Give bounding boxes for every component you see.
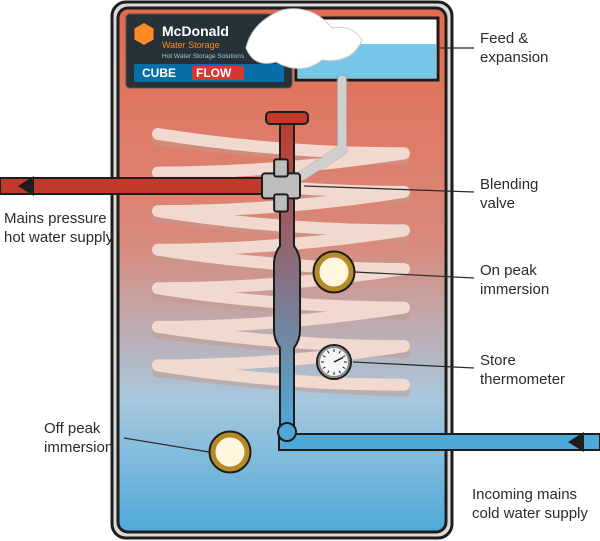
hot-out-pipe	[0, 178, 264, 194]
label-off-peak-immersion: Off peakimmersion	[44, 420, 113, 458]
label-store-thermometer: Storethermometer	[480, 352, 565, 390]
logo-line2: Water Storage	[162, 40, 220, 50]
riser-top-tee	[266, 112, 308, 124]
label-on-peak-immersion: On peakimmersion	[480, 262, 549, 300]
label-incoming-cold: Incoming mainscold water supply	[472, 486, 588, 524]
logo-cube: CUBE	[142, 66, 176, 80]
label-blending-valve: Blendingvalve	[480, 176, 538, 214]
riser-bottom-ball	[278, 423, 296, 441]
logo-flow: FLOW	[196, 66, 232, 80]
on-peak-immersion	[314, 252, 354, 292]
cold-in-pipe	[279, 434, 600, 450]
logo-line3: Hot Water Storage Solutions	[162, 53, 245, 60]
label-hot-water-out: Mains pressurehot water supply	[4, 210, 113, 248]
store-thermometer	[317, 345, 351, 379]
logo-line1: McDonald	[162, 23, 229, 39]
label-feed-expansion: Feed &expansion	[480, 30, 548, 68]
off-peak-immersion	[210, 432, 250, 472]
diagram-stage: McDonaldWater Storage Hot Water Storage S…	[0, 0, 600, 541]
